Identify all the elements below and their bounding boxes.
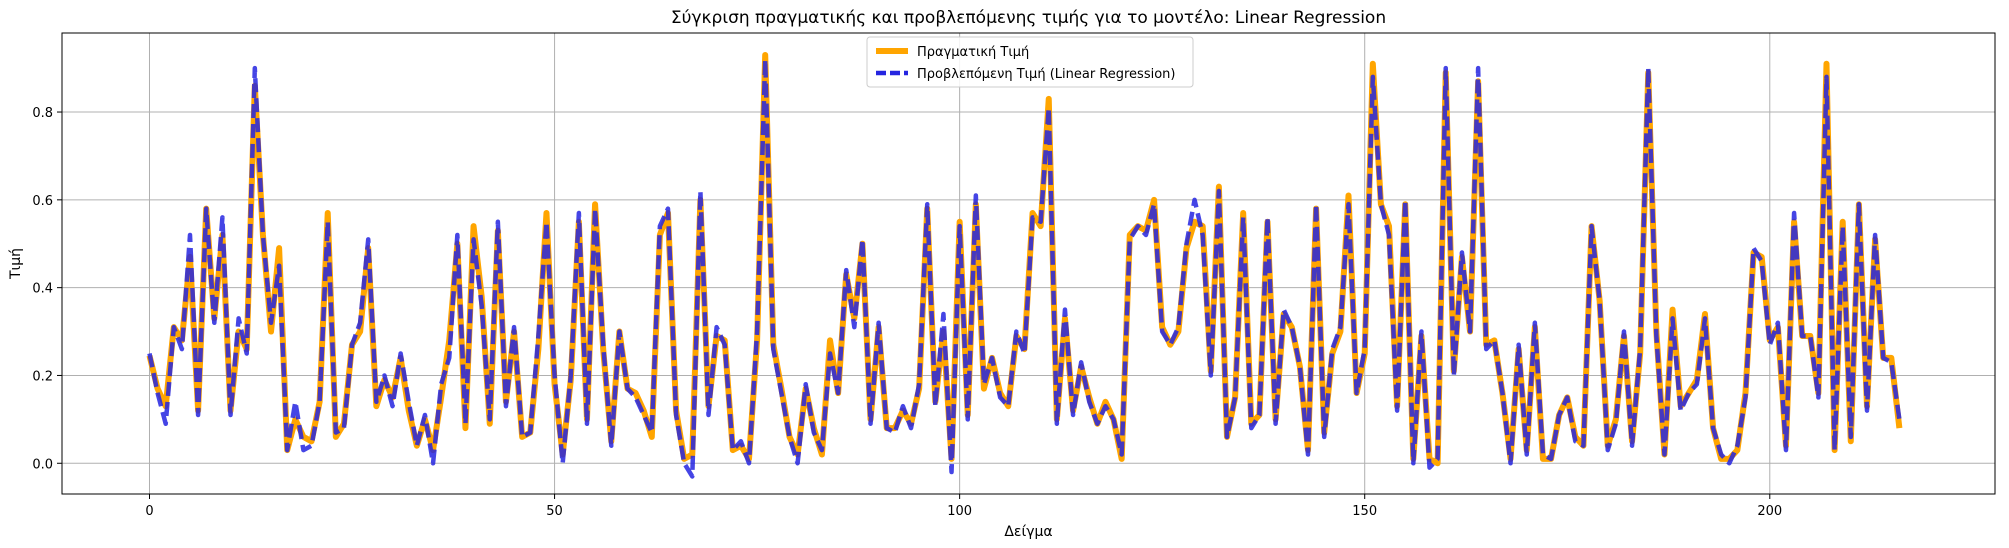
- legend-entry-actual: Πραγματική Τιμή: [917, 45, 1029, 60]
- series-line-predicted: [147, 57, 1902, 479]
- y-tick-label: 0.8: [32, 106, 53, 121]
- chart-title: Σύγκριση πραγματικής και προβλεπόμενης τ…: [671, 8, 1386, 28]
- y-tick-label: 0.2: [32, 369, 53, 384]
- legend-entry-predicted: Προβλεπόμενη Τιμή (Linear Regression): [917, 67, 1175, 82]
- y-tick-label: 0.4: [32, 282, 53, 297]
- y-tick-label: 0.0: [32, 457, 53, 472]
- y-tick-label: 0.6: [32, 194, 53, 209]
- x-tick-label: 50: [546, 504, 563, 519]
- axis-ticks: 0 50 100 150 200 0.0 0.2 0.4 0.6 0.8: [32, 106, 1782, 519]
- x-tick-label: 0: [145, 504, 153, 519]
- y-axis-label: Τιμή: [8, 248, 24, 280]
- x-tick-label: 150: [1352, 504, 1377, 519]
- x-tick-label: 100: [947, 504, 972, 519]
- legend: Πραγματική Τιμή Προβλεπόμενη Τιμή (Linea…: [866, 36, 1194, 88]
- legend-box: [866, 36, 1194, 88]
- plot-area-frame: [61, 32, 1996, 495]
- series-lines: [146, 51, 1903, 479]
- x-tick-label: 200: [1757, 504, 1782, 519]
- x-axis-label: Δείγμα: [1004, 524, 1052, 540]
